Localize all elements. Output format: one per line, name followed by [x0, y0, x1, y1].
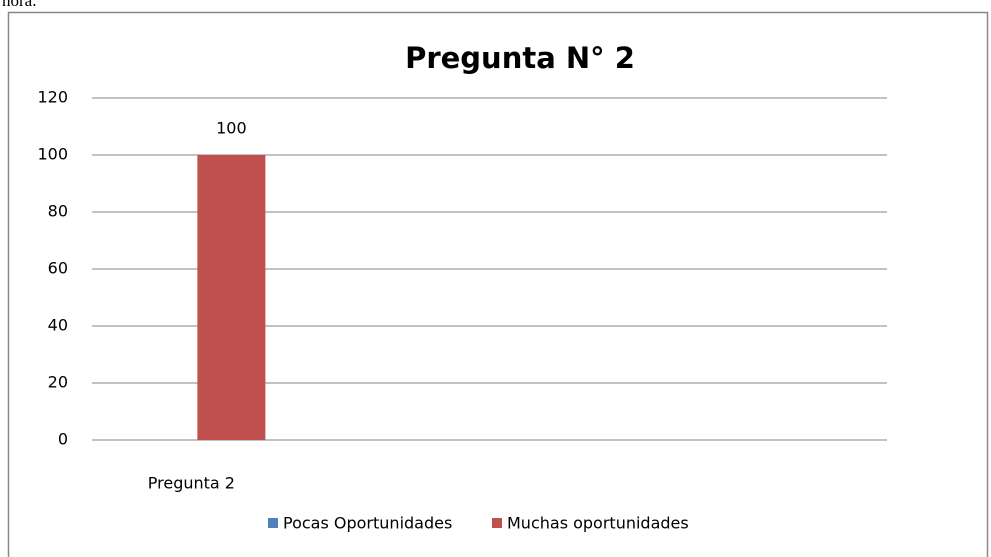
y-tick-label: 80 — [48, 202, 68, 221]
data-label: 100 — [216, 119, 247, 138]
legend-label: Muchas oportunidades — [507, 514, 689, 533]
text-fragment: hora. — [2, 0, 36, 10]
y-tick-label: 60 — [48, 259, 68, 278]
legend-swatch — [492, 518, 502, 528]
y-tick-label: 0 — [58, 430, 68, 449]
legend-label: Pocas Oportunidades — [283, 514, 452, 533]
chart-frame — [7, 11, 989, 557]
y-tick-label: 40 — [48, 316, 68, 335]
x-tick-label: Pregunta 2 — [148, 474, 235, 493]
y-tick-label: 120 — [37, 88, 68, 107]
chart-title: Pregunta N° 2 — [405, 41, 635, 75]
legend-swatch — [268, 518, 278, 528]
bar — [197, 155, 266, 440]
y-tick-label: 100 — [37, 145, 68, 164]
y-tick-label: 20 — [48, 373, 68, 392]
